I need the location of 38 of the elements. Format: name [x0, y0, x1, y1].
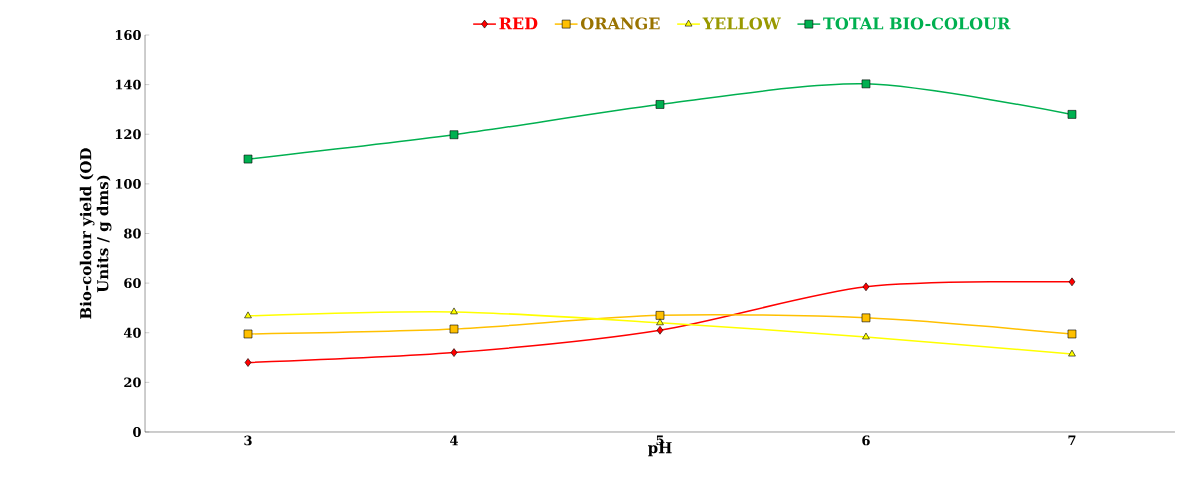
point — [861, 313, 871, 323]
point — [861, 79, 871, 89]
point — [243, 329, 253, 339]
point — [862, 282, 870, 292]
point — [1067, 329, 1077, 339]
legend-label: RED — [499, 17, 538, 30]
y-tick-label: 20 — [124, 377, 141, 388]
y-tick-label: 120 — [115, 129, 141, 140]
point — [1068, 277, 1076, 287]
y-tick-label: 0 — [133, 427, 141, 437]
legend-label: YELLOW — [702, 17, 781, 30]
point — [244, 311, 252, 319]
y-tick-label: 100 — [115, 178, 141, 189]
y-tick-label: 140 — [115, 79, 141, 90]
point — [244, 358, 252, 367]
point — [450, 307, 458, 315]
x-tick-label: 3 — [244, 435, 252, 446]
point — [1067, 110, 1077, 119]
point — [656, 318, 664, 326]
x-tick-label: 7 — [1068, 435, 1076, 445]
point — [655, 311, 665, 320]
point — [656, 325, 664, 335]
point — [449, 130, 459, 140]
point — [862, 332, 870, 340]
legend-label: TOTAL BIO-COLOUR — [823, 17, 1011, 30]
point — [655, 100, 665, 109]
legend-label: ORANGE — [580, 17, 660, 30]
point — [1068, 349, 1076, 357]
y-tick-label: 60 — [124, 278, 141, 289]
x-tick-label: 4 — [450, 435, 458, 446]
x-tick-label: 6 — [862, 435, 870, 446]
point — [450, 348, 458, 357]
y-axis-title: Bio-colour yield (OD Units / g dms) — [79, 148, 112, 319]
point — [449, 324, 459, 334]
point — [243, 154, 253, 164]
y-tick-label: 40 — [123, 327, 141, 338]
y-tick-label: 160 — [115, 30, 141, 40]
y-tick-label: 80 — [124, 228, 141, 239]
